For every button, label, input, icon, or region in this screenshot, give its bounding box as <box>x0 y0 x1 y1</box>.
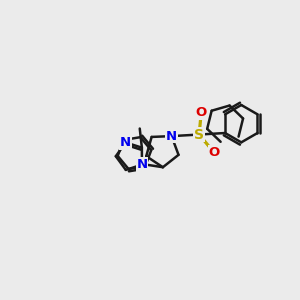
Text: N: N <box>120 136 131 149</box>
Text: O: O <box>208 146 220 159</box>
Text: S: S <box>194 128 204 142</box>
Text: N: N <box>166 130 177 142</box>
Text: O: O <box>196 106 207 119</box>
Text: N: N <box>136 158 148 171</box>
